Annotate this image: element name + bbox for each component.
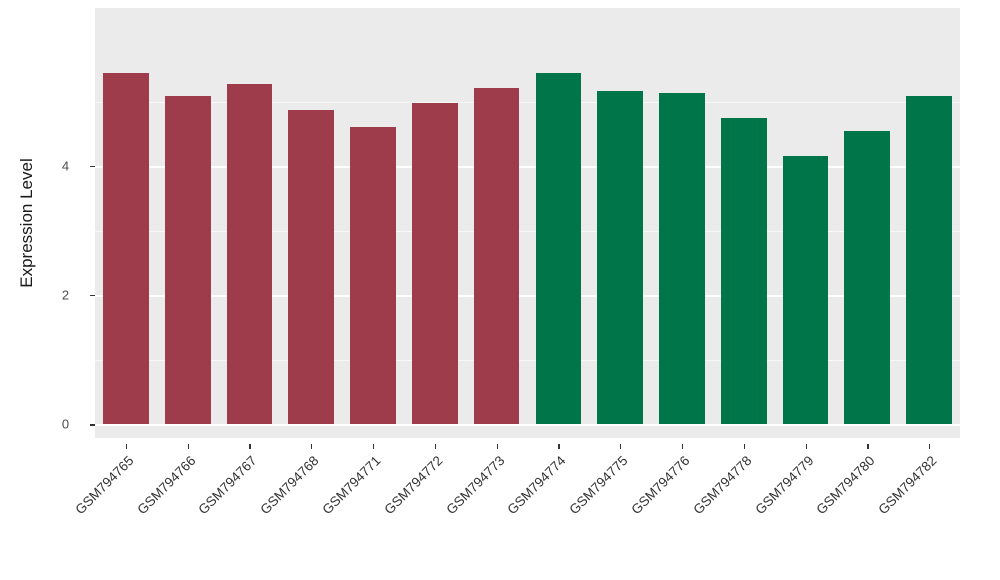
bar-GSM794775 <box>597 91 644 425</box>
x-axis-labels: GSM794765 GSM794766 GSM794767 GSM794768 GSM7… <box>72 444 960 574</box>
bar-GSM794773 <box>473 88 520 425</box>
y-axis-title: Expression Level <box>17 158 36 288</box>
x-tick-mark <box>496 444 498 449</box>
minor-gridline <box>95 101 960 103</box>
x-tick-mark <box>311 444 313 449</box>
bar-GSM794778 <box>720 118 767 425</box>
bar-GSM794776 <box>659 93 705 425</box>
x-tick-mark <box>620 444 622 449</box>
minor-gridline <box>95 230 960 232</box>
minor-gridline <box>95 359 960 361</box>
y-tick-label: 0 <box>61 416 70 432</box>
y-tick-mark <box>90 295 95 297</box>
x-tick-mark <box>249 444 251 449</box>
x-tick-mark <box>867 444 869 449</box>
major-gridline <box>95 424 960 426</box>
x-tick-mark <box>187 444 189 449</box>
bar-GSM794771 <box>350 127 396 425</box>
x-tick-mark <box>929 444 931 449</box>
bar-GSM794766 <box>164 96 211 425</box>
bar-GSM794782 <box>906 96 952 425</box>
y-axis-ticks: 0 2 4 <box>62 8 960 438</box>
bar-GSM794772 <box>411 102 458 425</box>
x-tick-mark <box>434 444 436 449</box>
x-tick-mark <box>743 444 745 449</box>
x-tick-mark <box>681 444 684 449</box>
x-tick-mark <box>125 444 128 449</box>
major-gridline <box>95 295 960 297</box>
y-tick-label: 4 <box>61 158 70 174</box>
major-gridline <box>95 166 960 168</box>
bar-GSM794767 <box>226 84 273 425</box>
bar-GSM794780 <box>844 131 891 425</box>
x-tick-mark <box>373 444 375 449</box>
y-tick-label: 2 <box>61 287 70 303</box>
plot-area: 0 2 4 <box>62 8 960 438</box>
bar-GSM794768 <box>288 110 335 425</box>
y-tick-mark <box>90 424 95 426</box>
x-tick-mark <box>805 444 807 449</box>
y-tick-mark <box>90 166 95 168</box>
bar-GSM794765 <box>103 72 149 425</box>
bar-GSM794779 <box>782 155 829 425</box>
bar-GSM794774 <box>535 73 582 425</box>
x-tick-mark <box>558 444 560 449</box>
